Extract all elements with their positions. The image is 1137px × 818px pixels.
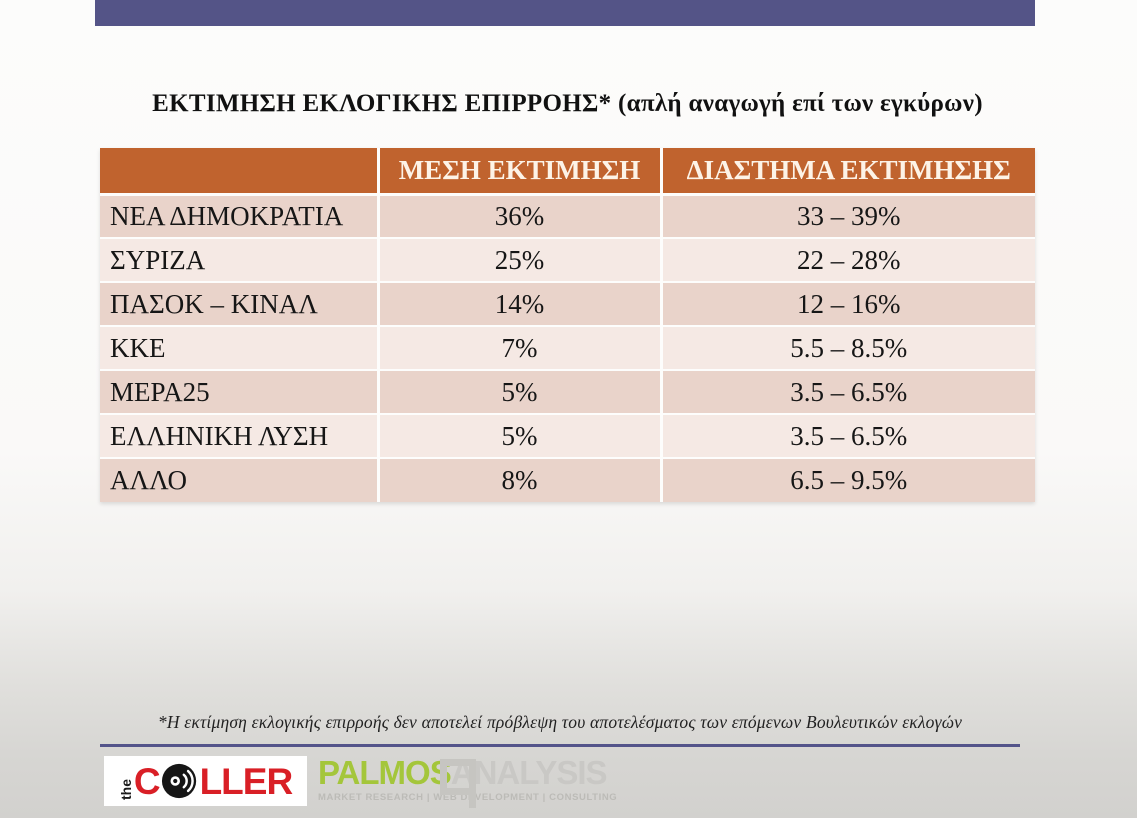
party-name-cell: ΝΕΑ ΔΗΜΟΚΡΑΤΙΑ (100, 193, 380, 238)
disclaimer-footnote: *Η εκτίμηση εκλογικής επιρροής δεν αποτε… (157, 712, 963, 732)
table-row: ΠΑΣΟΚ – ΚΙΝΑΛ 14% 12 – 16% (100, 281, 1035, 326)
mean-estimate-cell: 5% (378, 413, 663, 458)
mean-estimate-cell: 8% (378, 457, 663, 502)
table-row: ΜΕΡΑ25 5% 3.5 – 6.5% (100, 369, 1035, 414)
footer-divider-line (100, 744, 1020, 747)
mean-estimate-cell: 14% (378, 281, 663, 326)
table-row: ΑΛΛΟ 8% 6.5 – 9.5% (100, 457, 1035, 502)
top-accent-bar (95, 0, 1035, 26)
thecaller-logo-ller-text: LLER (199, 760, 294, 802)
palmos-analysis-logo: PALMOS ANALYSIS MARKET RESEARCH | WEB DE… (318, 756, 617, 803)
table-row: ΕΛΛΗΝΙΚΗ ΛΥΣΗ 5% 3.5 – 6.5% (100, 413, 1035, 458)
mean-estimate-column-header: ΜΕΣΗ ΕΚΤΙΜΗΣΗ (378, 148, 663, 196)
party-name-cell: ΜΕΡΑ25 (100, 369, 380, 414)
estimate-range-column-header: ΔΙΑΣΤΗΜΑ ΕΚΤΙΜΗΣΗΣ (661, 148, 1035, 196)
thecaller-logo-c-text: C (133, 760, 161, 802)
mean-estimate-cell: 36% (378, 193, 663, 238)
slide-title: ΕΚΤΙΜΗΣΗ ΕΚΛΟΓΙΚΗΣ ΕΠΙΡΡΟΗΣ* (απλή αναγω… (152, 90, 983, 117)
party-name-cell: ΠΑΣΟΚ – ΚΙΝΑΛ (100, 281, 380, 326)
thecaller-logo-the-text: the (117, 779, 134, 800)
estimate-range-cell: 5.5 – 8.5% (661, 325, 1035, 370)
table-row: ΚΚΕ 7% 5.5 – 8.5% (100, 325, 1035, 370)
table-row: ΣΥΡΙΖΑ 25% 22 – 28% (100, 237, 1035, 282)
estimate-range-cell: 12 – 16% (661, 281, 1035, 326)
palmos-logo-name: PALMOS (318, 754, 452, 791)
mean-estimate-cell: 7% (378, 325, 663, 370)
party-name-cell: ΚΚΕ (100, 325, 380, 370)
footer-logo-strip: the C LLER PALMOS ANALYSIS MARKET RESEAR… (0, 754, 1137, 814)
party-name-cell: ΑΛΛΟ (100, 457, 380, 502)
palmos-square-mark-icon (436, 757, 482, 809)
party-name-cell: ΣΥΡΙΖΑ (100, 237, 380, 282)
thecaller-logo: the C LLER (104, 756, 307, 806)
estimate-range-cell: 22 – 28% (661, 237, 1035, 282)
party-column-header (100, 148, 380, 196)
table-header-row: ΜΕΣΗ ΕΚΤΙΜΗΣΗ ΔΙΑΣΤΗΜΑ ΕΚΤΙΜΗΣΗΣ (100, 148, 1035, 196)
table-row: ΝΕΑ ΔΗΜΟΚΡΑΤΙΑ 36% 33 – 39% (100, 193, 1035, 238)
estimate-range-cell: 3.5 – 6.5% (661, 413, 1035, 458)
vinyl-record-icon (161, 763, 196, 799)
election-estimates-table: ΜΕΣΗ ΕΚΤΙΜΗΣΗ ΔΙΑΣΤΗΜΑ ΕΚΤΙΜΗΣΗΣ ΝΕΑ ΔΗΜ… (100, 148, 1035, 502)
estimate-range-cell: 3.5 – 6.5% (661, 369, 1035, 414)
party-name-cell: ΕΛΛΗΝΙΚΗ ΛΥΣΗ (100, 413, 380, 458)
estimate-range-cell: 6.5 – 9.5% (661, 457, 1035, 502)
mean-estimate-cell: 5% (378, 369, 663, 414)
estimate-range-cell: 33 – 39% (661, 193, 1035, 238)
palmos-logo-suffix: ANALYSIS (450, 754, 608, 791)
palmos-logo-tagline: MARKET RESEARCH | WEB DEVELOPMENT | CONS… (318, 792, 618, 803)
mean-estimate-cell: 25% (378, 237, 663, 282)
